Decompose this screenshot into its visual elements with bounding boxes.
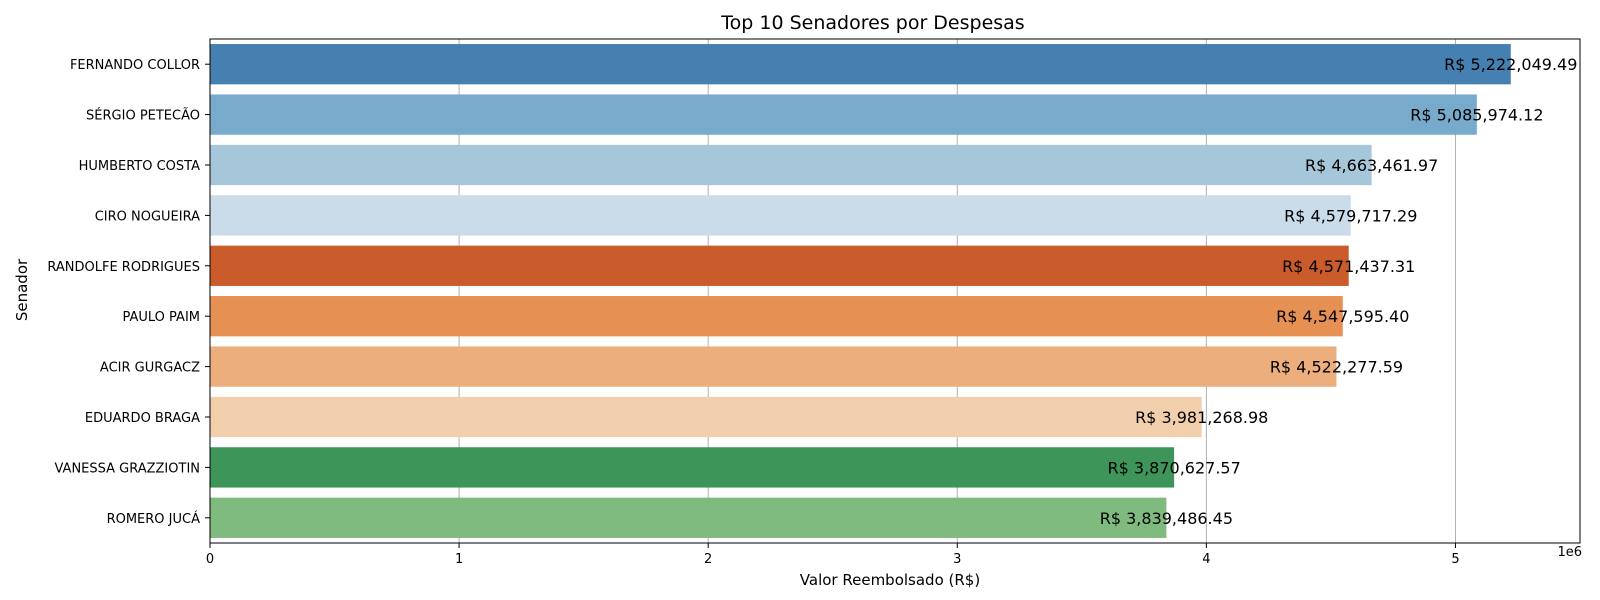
value-labels: R$ 5,222,049.49 R$ 5,085,974.12 R$ 4,663,4… [1100,55,1578,528]
bar [210,245,1349,286]
bar-value-label: R$ 4,663,461.97 [1305,156,1438,175]
x-tick-label: 5 [1451,552,1459,567]
bar [210,296,1343,337]
bar [210,195,1351,236]
x-tick-label: 3 [953,552,961,567]
bar [210,447,1175,488]
y-tick-label: EDUARDO BRAGA [85,411,200,426]
bar [210,94,1477,135]
bar-value-label: R$ 4,547,595.40 [1276,307,1409,326]
y-tick-label: PAULO PAIM [122,310,200,325]
bar [210,144,1372,186]
bar-value-label: R$ 3,870,627.57 [1108,458,1241,477]
y-tick-label: ROMERO JUCÁ [107,511,201,527]
y-tick-label: CIRO NOGUEIRA [95,209,200,224]
x-axis-ticks: 0 1 2 3 4 5 [206,543,1460,567]
y-axis-ticks: FERNANDO COLLOR SÉRGIO PETECÃO HUMBERTO CO… [47,58,210,527]
x-axis-scale-label: 1e6 [1557,545,1582,560]
bar [210,346,1337,387]
bar [210,396,1202,438]
y-tick-label: SÉRGIO PETECÃO [86,108,200,124]
bar [210,497,1167,538]
x-tick-label: 4 [1202,552,1210,567]
x-tick-label: 0 [206,552,214,567]
y-axis-label: Senador [13,258,31,321]
bar-value-label: R$ 3,839,486.45 [1100,509,1233,528]
y-tick-label: RANDOLFE RODRIGUES [47,260,200,275]
x-tick-label: 1 [455,552,463,567]
x-axis-label: Valor Reembolsado (R$) [800,571,980,589]
bar-value-label: R$ 5,085,974.12 [1410,106,1543,125]
bar-value-label: R$ 4,522,277.59 [1270,358,1403,377]
plot-frame [209,38,1581,544]
y-tick-label: HUMBERTO COSTA [79,159,201,174]
bar-value-label: R$ 4,571,437.31 [1282,257,1415,276]
y-tick-label: FERNANDO COLLOR [70,58,200,73]
x-tick-label: 2 [704,552,712,567]
bar-value-label: R$ 5,222,049.49 [1444,55,1577,74]
y-tick-label: ACIR GURGACZ [100,361,200,376]
bar [210,44,1511,85]
bars [210,44,1511,538]
bar-value-label: R$ 3,981,268.98 [1135,408,1268,427]
chart-title: Top 10 Senadores por Despesas [720,12,1024,34]
bar-value-label: R$ 4,579,717.29 [1284,206,1417,225]
y-tick-label: VANESSA GRAZZIOTIN [54,461,200,476]
